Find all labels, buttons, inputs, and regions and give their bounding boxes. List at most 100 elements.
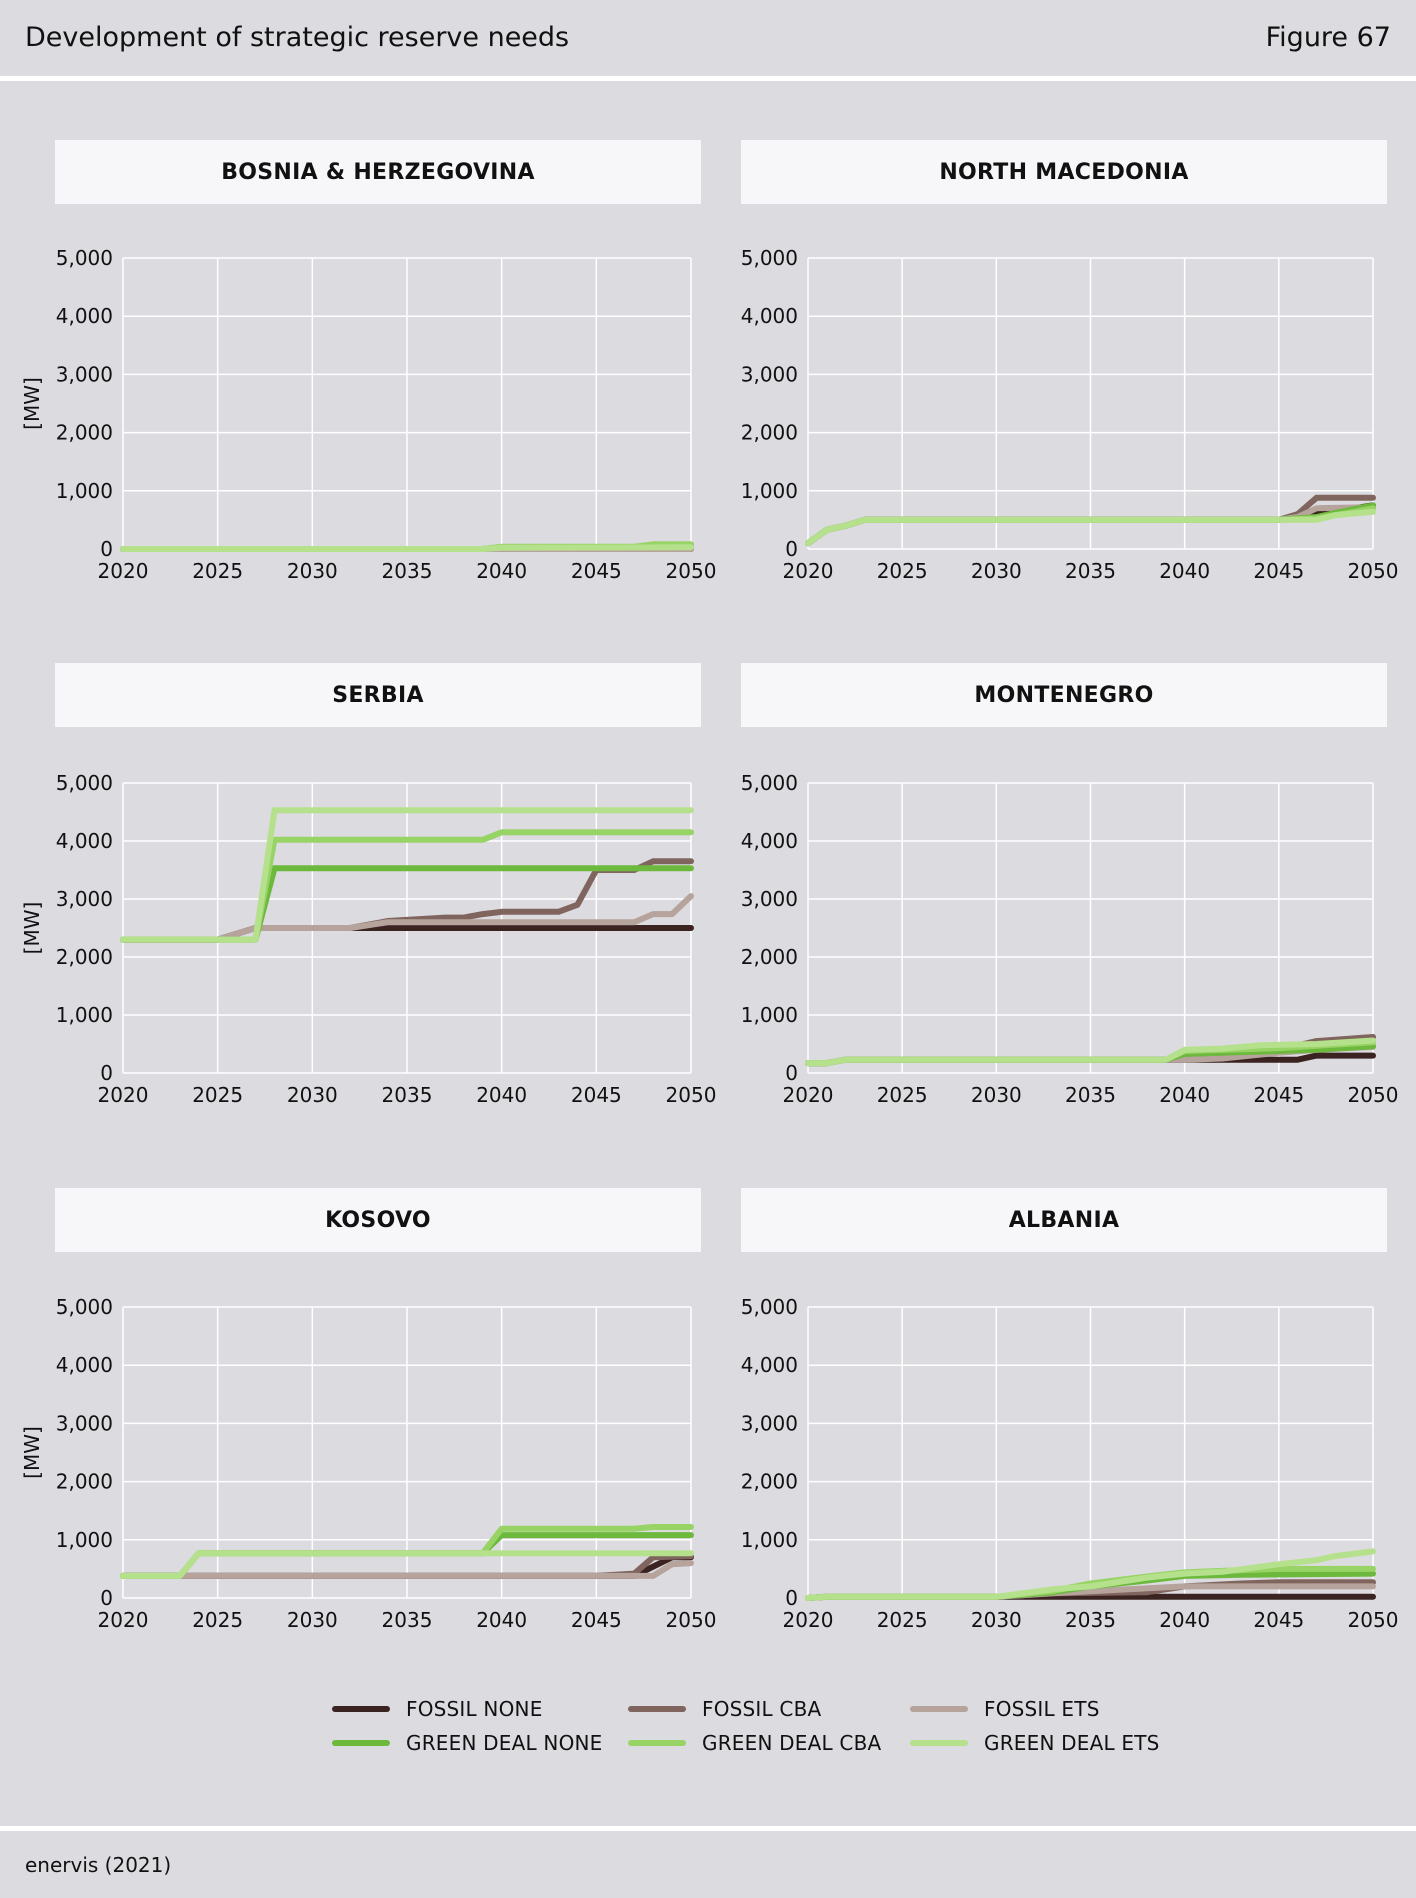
page-header: Development of strategic reserve needs F…: [0, 0, 1416, 81]
x-tick-label: 2040: [1159, 1608, 1210, 1632]
legend: FOSSIL NONE FOSSIL CBA FOSSIL ETS GREEN …: [330, 1692, 1190, 1762]
x-tick-label: 2035: [1065, 559, 1116, 583]
y-axis-label: [MW]: [20, 377, 44, 430]
x-tick-label: 2020: [783, 1608, 834, 1632]
page-title: Development of strategic reserve needs: [25, 22, 570, 53]
panel-title-serbia: SERBIA: [55, 663, 701, 727]
x-tick-label: 2040: [1159, 1083, 1210, 1107]
x-tick-label: 2035: [1065, 1083, 1116, 1107]
source-note: enervis (2021): [25, 1853, 172, 1877]
x-tick-label: 2030: [971, 1083, 1022, 1107]
y-tick-label: 2,000: [56, 421, 113, 445]
y-tick-label: 3,000: [741, 362, 798, 386]
series-line-green-deal-ets: [120, 544, 694, 552]
x-tick-label: 2050: [1348, 1083, 1399, 1107]
y-tick-label: 1,000: [741, 1003, 798, 1027]
x-tick-label: 2040: [476, 1083, 527, 1107]
y-tick-label: 0: [785, 537, 798, 561]
x-tick-label: 2030: [287, 559, 338, 583]
legend-item-fossil-none: FOSSIL NONE: [332, 1692, 543, 1726]
legend-item-green-deal-none: GREEN DEAL NONE: [332, 1726, 603, 1760]
panel-title-bosnia: BOSNIA & HERZEGOVINA: [55, 140, 701, 204]
series-line-green-deal-ets: [120, 1550, 694, 1579]
y-tick-label: 4,000: [741, 304, 798, 328]
y-tick-label: 3,000: [741, 887, 798, 911]
legend-label: GREEN DEAL CBA: [702, 1731, 882, 1755]
y-tick-label: 0: [100, 1586, 113, 1610]
y-tick-label: 1,000: [56, 479, 113, 503]
x-tick-label: 2020: [783, 1083, 834, 1107]
y-tick-label: 3,000: [741, 1411, 798, 1435]
legend-swatch: [628, 1706, 686, 1712]
y-tick-label: 5,000: [56, 771, 113, 795]
x-tick-label: 2045: [1253, 559, 1304, 583]
y-tick-label: 1,000: [741, 479, 798, 503]
y-tick-label: 5,000: [741, 246, 798, 270]
x-tick-label: 2035: [1065, 1608, 1116, 1632]
x-tick-label: 2050: [1348, 559, 1399, 583]
x-tick-label: 2020: [98, 1608, 149, 1632]
x-tick-label: 2030: [971, 559, 1022, 583]
y-tick-label: 3,000: [56, 362, 113, 386]
legend-label: GREEN DEAL NONE: [406, 1731, 603, 1755]
chart-panel-0: 2020 2025 2030 2035 2040 2045 2050 0 1,000 2,000 3…: [20, 246, 716, 583]
series-line-green-deal-ets: [805, 1548, 1376, 1601]
y-tick-label: 2,000: [741, 421, 798, 445]
y-tick-label: 2,000: [741, 1470, 798, 1494]
chart-panel-3: 2020 2025 2030 2035 2040 2045 2050 0 1,000 2,000 3…: [741, 771, 1399, 1107]
x-tick-label: 2045: [1253, 1083, 1304, 1107]
x-tick-label: 2045: [571, 1083, 622, 1107]
chart-panel-4: 2020 2025 2030 2035 2040 2045 2050 0 1,000 2,000 3…: [20, 1295, 716, 1632]
legend-swatch: [332, 1706, 390, 1712]
y-tick-label: 5,000: [741, 771, 798, 795]
y-tick-label: 2,000: [56, 945, 113, 969]
series-line-green-deal-ets: [805, 1037, 1376, 1067]
y-tick-label: 4,000: [56, 304, 113, 328]
x-tick-label: 2020: [783, 559, 834, 583]
panel-title-kosovo: KOSOVO: [55, 1188, 701, 1252]
y-tick-label: 1,000: [56, 1528, 113, 1552]
x-tick-label: 2050: [666, 1608, 717, 1632]
y-tick-label: 4,000: [56, 1353, 113, 1377]
x-tick-label: 2050: [1348, 1608, 1399, 1632]
figure-number: Figure 67: [1265, 22, 1391, 53]
legend-label: FOSSIL CBA: [702, 1697, 822, 1721]
x-tick-label: 2030: [287, 1608, 338, 1632]
x-tick-label: 2020: [98, 1083, 149, 1107]
y-tick-label: 5,000: [56, 1295, 113, 1319]
x-tick-label: 2045: [1253, 1608, 1304, 1632]
legend-item-green-deal-ets: GREEN DEAL ETS: [910, 1726, 1160, 1760]
legend-item-green-deal-cba: GREEN DEAL CBA: [628, 1726, 881, 1760]
x-tick-label: 2050: [666, 559, 717, 583]
legend-item-fossil-cba: FOSSIL CBA: [628, 1692, 821, 1726]
legend-swatch: [628, 1740, 686, 1746]
legend-label: FOSSIL NONE: [406, 1697, 543, 1721]
x-tick-label: 2030: [971, 1608, 1022, 1632]
x-tick-label: 2030: [287, 1083, 338, 1107]
x-tick-label: 2025: [877, 1608, 928, 1632]
series-line-green-deal-ets: [120, 807, 694, 943]
y-tick-label: 5,000: [741, 1295, 798, 1319]
x-tick-label: 2040: [1159, 559, 1210, 583]
x-tick-label: 2025: [877, 1083, 928, 1107]
legend-swatch: [910, 1740, 968, 1746]
y-tick-label: 3,000: [56, 887, 113, 911]
y-axis-label: [MW]: [20, 1426, 44, 1479]
panel-title-albania: ALBANIA: [741, 1188, 1387, 1252]
y-tick-label: 1,000: [56, 1003, 113, 1027]
x-tick-label: 2025: [192, 559, 243, 583]
y-axis-label: [MW]: [20, 902, 44, 955]
x-tick-label: 2045: [571, 559, 622, 583]
legend-item-fossil-ets: FOSSIL ETS: [910, 1692, 1100, 1726]
legend-label: FOSSIL ETS: [984, 1697, 1100, 1721]
y-tick-label: 3,000: [56, 1411, 113, 1435]
legend-swatch: [332, 1740, 390, 1746]
x-tick-label: 2035: [382, 1608, 433, 1632]
x-tick-label: 2025: [192, 1608, 243, 1632]
y-tick-label: 2,000: [741, 945, 798, 969]
y-tick-label: 0: [100, 1061, 113, 1085]
chart-panel-1: 2020 2025 2030 2035 2040 2045 2050 0 1,000 2,000 3…: [741, 246, 1399, 583]
series-line-fossil-ets: [120, 893, 694, 943]
x-tick-label: 2025: [877, 559, 928, 583]
